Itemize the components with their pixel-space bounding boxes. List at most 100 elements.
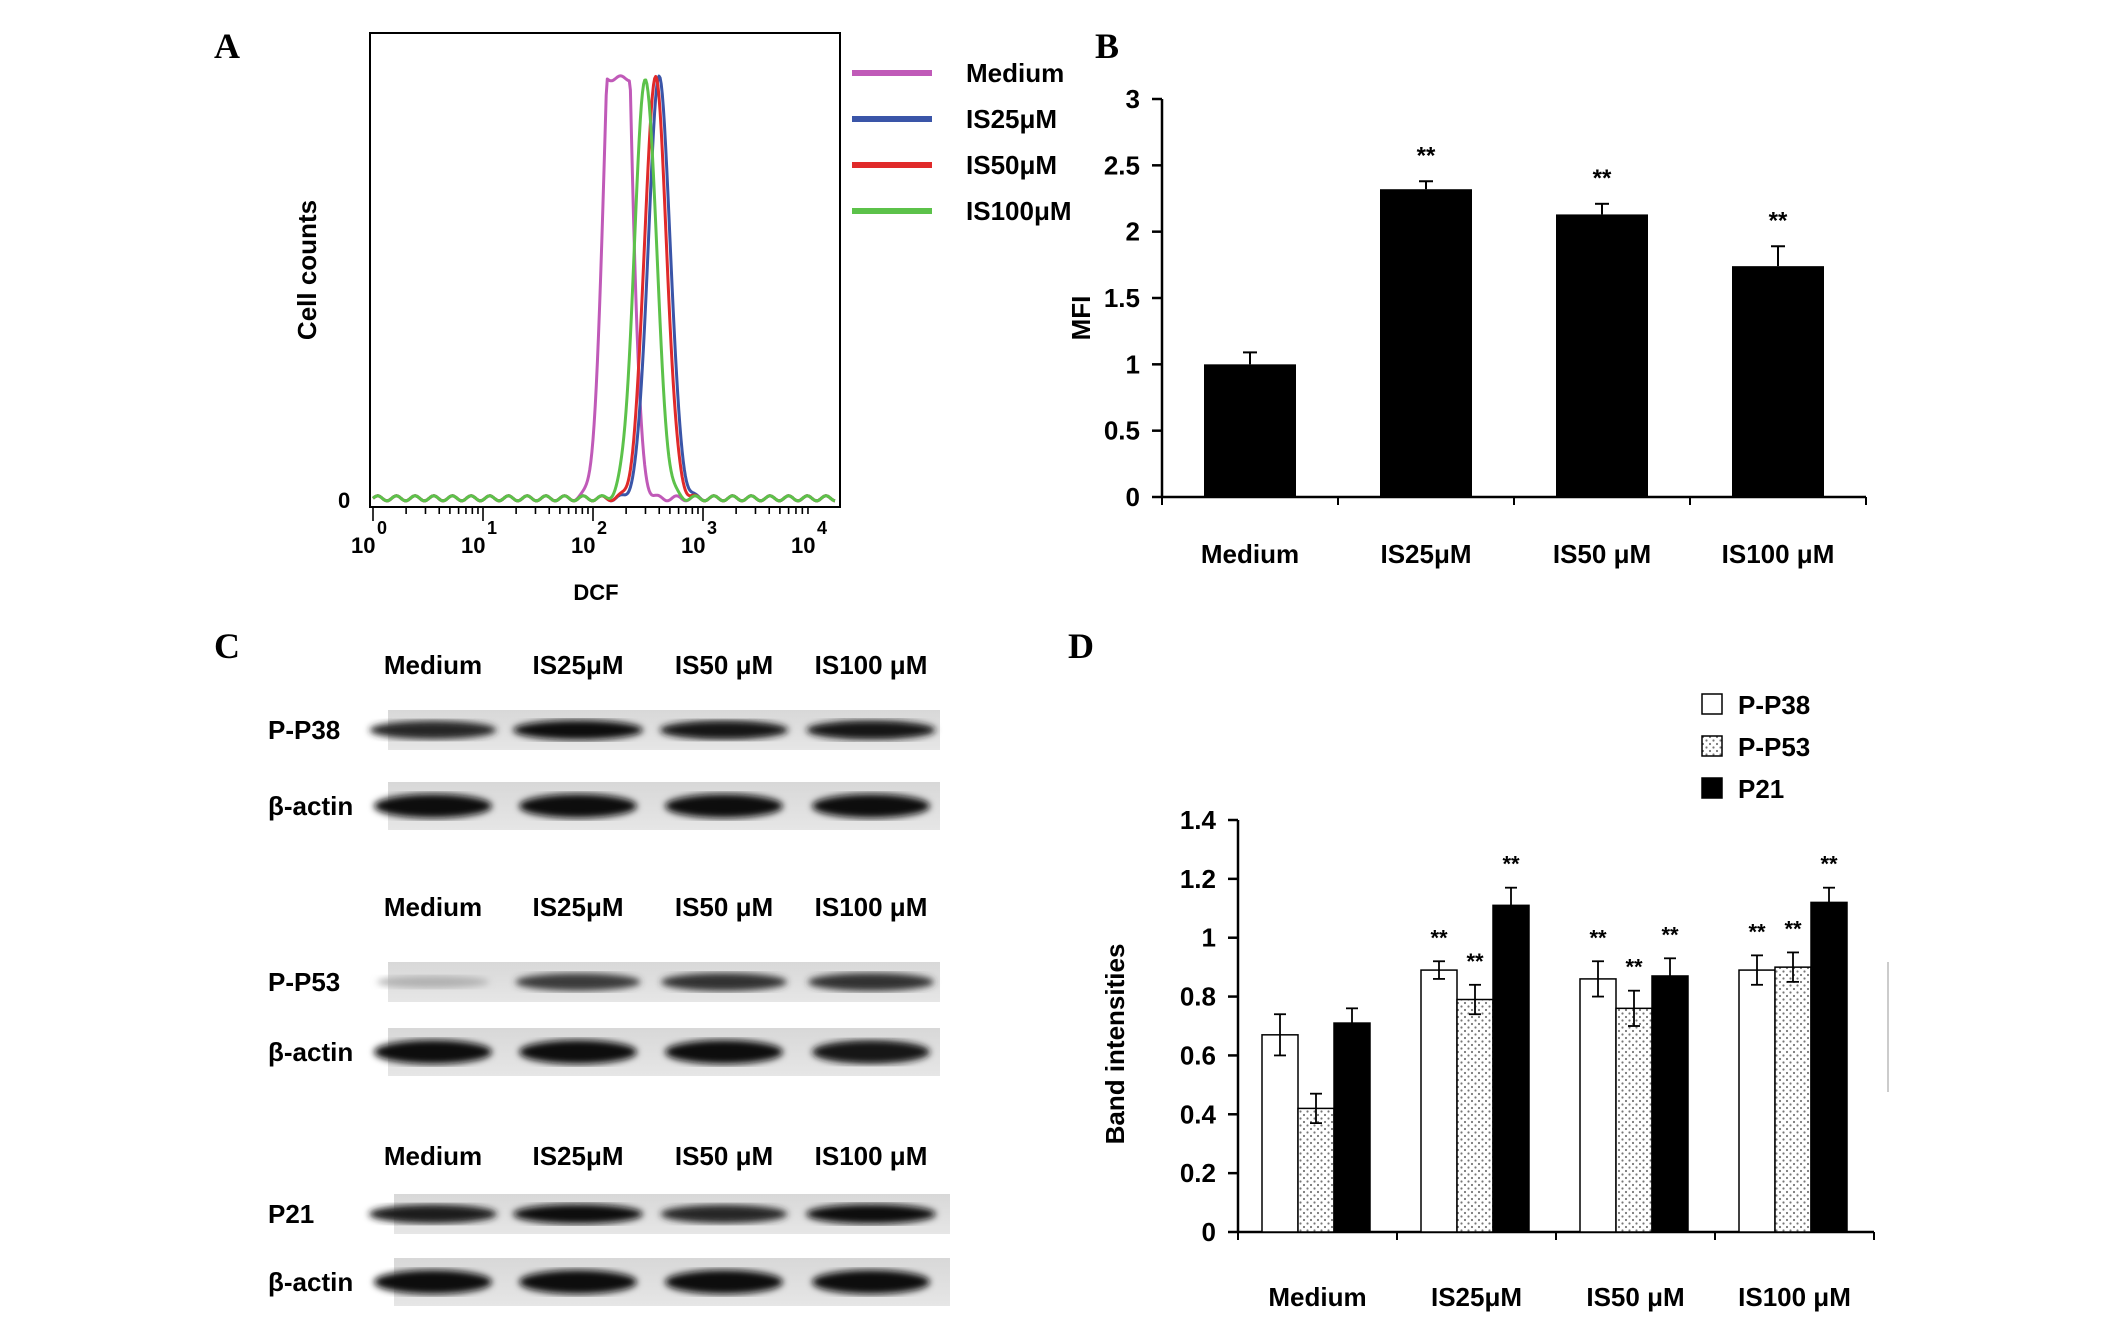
y-tick-label: 0.6	[1180, 1040, 1216, 1070]
x-tick-label: IS25μM	[1431, 1282, 1522, 1312]
protein-band	[806, 720, 936, 740]
protein-band	[660, 1204, 788, 1224]
y-tick-label: 0	[1126, 482, 1140, 512]
histogram-curve	[372, 78, 836, 503]
protein-band	[374, 1269, 492, 1295]
x-tick-label: IS25μM	[1380, 539, 1471, 569]
y-tick-label: 0.5	[1104, 416, 1140, 446]
bar	[1492, 904, 1530, 1233]
x-tick-label: IS100 μM	[1738, 1282, 1851, 1312]
x-tick-exponent: 4	[817, 518, 827, 538]
x-tick-label: 10	[681, 533, 705, 558]
significance-mark: **	[1430, 925, 1448, 950]
x-tick-label: 10	[791, 533, 815, 558]
panel-c: C Medium IS25μM IS50 μM IS100 μM P-P38 β-acti…	[214, 626, 950, 1306]
histogram-curve	[372, 74, 836, 503]
protein-band	[374, 793, 492, 819]
panel-b: B MFI 0 0.5 1 1.5 2 2.5 3 Medium ** IS25μM ** IS50…	[1066, 26, 1867, 569]
significance-mark: **	[1502, 852, 1520, 877]
y-axis-label-d: Band intensities	[1100, 944, 1130, 1145]
bar	[1651, 975, 1689, 1233]
legend-label: P-P53	[1738, 732, 1810, 762]
blot-row-label: β-actin	[268, 1037, 353, 1067]
y-axis-label-b: MFI	[1066, 296, 1096, 341]
x-tick-label: Medium	[1201, 539, 1299, 569]
lane-label: IS100 μM	[815, 650, 928, 680]
lane-label: Medium	[384, 1141, 482, 1171]
bars-b: Medium ** IS25μM ** IS50 μM ** IS100 μM	[1201, 142, 1834, 569]
protein-band	[376, 976, 490, 988]
bar	[1380, 189, 1472, 498]
significance-mark: **	[1466, 949, 1484, 974]
significance-mark: **	[1820, 852, 1838, 877]
x-tick-label: 10	[571, 533, 595, 558]
legend-label: IS100μM	[966, 196, 1072, 226]
protein-band	[374, 1039, 492, 1065]
bar	[1297, 1107, 1335, 1233]
x-tick-exponent: 1	[487, 518, 497, 538]
legend-label: IS50μM	[966, 150, 1057, 180]
y-tick-label: 0.8	[1180, 982, 1216, 1012]
lane-label: IS50 μM	[675, 1141, 773, 1171]
x-axis-label-a: DCF	[573, 580, 618, 605]
lane-label: IS100 μM	[815, 892, 928, 922]
legend-swatch	[1701, 777, 1723, 799]
significance-mark: **	[1661, 922, 1679, 947]
bar	[1615, 1007, 1653, 1233]
y-tick-label: 1.2	[1180, 864, 1216, 894]
x-axis-ticks-a	[372, 507, 809, 521]
blot-row-label: β-actin	[268, 1267, 353, 1297]
y-tick-label: 1	[1202, 923, 1216, 953]
blot-row-label: P-P38	[268, 715, 340, 745]
lane-label: IS50 μM	[675, 650, 773, 680]
legend-a: Medium IS25μM IS50μM IS100μM	[852, 58, 1072, 226]
significance-mark: **	[1748, 919, 1766, 944]
bar	[1420, 969, 1458, 1233]
x-tick-exponent: 0	[377, 518, 387, 538]
protein-band	[812, 1040, 930, 1064]
y-tick-label: 3	[1126, 84, 1140, 114]
bar	[1556, 214, 1648, 498]
protein-band	[515, 973, 641, 991]
protein-band	[513, 1204, 643, 1224]
x-tick-label: IS50 μM	[1586, 1282, 1684, 1312]
lane-label: IS25μM	[532, 650, 623, 680]
protein-band	[519, 1269, 637, 1295]
legend-label: IS25μM	[966, 104, 1057, 134]
lane-label: IS50 μM	[675, 892, 773, 922]
x-tick-label: Medium	[1268, 1282, 1366, 1312]
significance-mark: **	[1625, 955, 1643, 980]
protein-band	[661, 973, 787, 991]
lane-label: Medium	[384, 892, 482, 922]
histogram-frame	[369, 32, 841, 508]
lane-label: Medium	[384, 650, 482, 680]
lane-label: IS100 μM	[815, 1141, 928, 1171]
protein-band	[519, 793, 637, 819]
blot-row-label: P-P53	[268, 967, 340, 997]
protein-band	[513, 720, 643, 740]
protein-band	[808, 973, 934, 991]
y-tick-zero-a: 0	[338, 488, 350, 513]
lane-label: IS25μM	[532, 892, 623, 922]
panel-letter-a: A	[214, 26, 240, 66]
bar	[1261, 1034, 1299, 1233]
legend-d: P-P38 P-P53 P21	[1701, 690, 1810, 804]
significance-mark: **	[1593, 165, 1612, 192]
x-tick-label: 10	[351, 533, 375, 558]
y-tick-label: 0.2	[1180, 1158, 1216, 1188]
x-tick-exponent: 3	[707, 518, 717, 538]
significance-mark: **	[1589, 925, 1607, 950]
legend-swatch	[1701, 735, 1723, 757]
y-tick-label: 0.4	[1180, 1099, 1217, 1129]
legend-label: Medium	[966, 58, 1064, 88]
protein-band	[369, 1204, 497, 1224]
protein-band	[665, 1039, 783, 1065]
protein-band	[519, 1039, 637, 1065]
y-tick-label: 2.5	[1104, 150, 1140, 180]
western-blots: Medium IS25μM IS50 μM IS100 μM P-P38 β-actin M…	[268, 650, 950, 1306]
protein-band	[665, 1269, 783, 1295]
legend-label: P-P38	[1738, 690, 1810, 720]
significance-mark: **	[1769, 207, 1788, 234]
